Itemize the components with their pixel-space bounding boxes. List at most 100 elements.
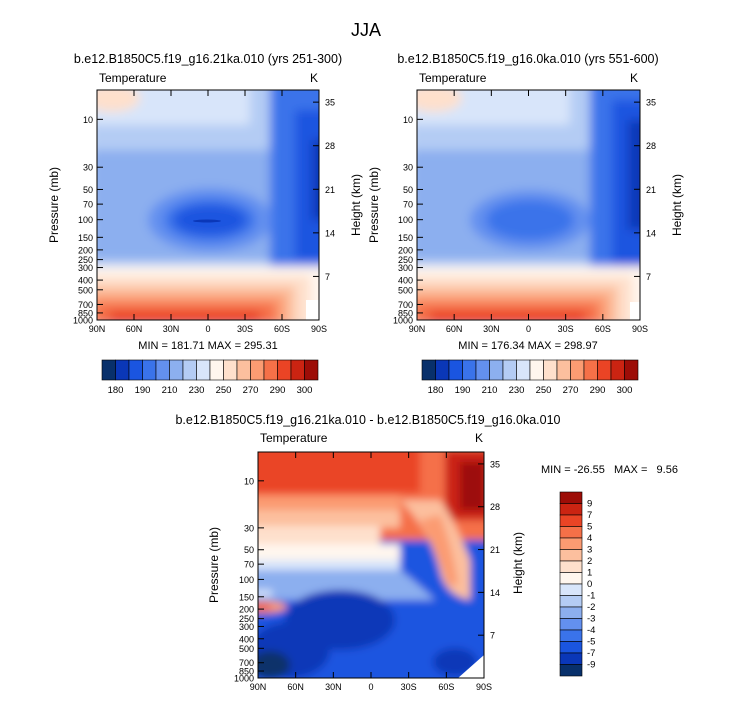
colorbar-swatch (196, 359, 211, 381)
panel-diff-title: b.e12.B1850C5.f19_g16.21ka.010 - b.e12.B… (175, 413, 560, 427)
colorbar-swatch (559, 629, 583, 642)
panel-0ka-colorbar: 180 190 210 230 250 270 290 300 (421, 359, 639, 396)
colorbar-swatch (559, 664, 583, 677)
x-tick-label: 30S (558, 324, 574, 334)
y-tick-label: 850 (239, 667, 254, 677)
y-tick-label: 700 (398, 300, 413, 310)
y-tick-label: 70 (244, 560, 254, 570)
colorbar-swatch (559, 537, 583, 550)
y-tick-label: 500 (239, 644, 254, 654)
y-tick-label: 50 (244, 545, 254, 555)
y-tick-label: 300 (398, 263, 413, 273)
panel-diff: b.e12.B1850C5.f19_g16.21ka.010 - b.e12.B… (175, 413, 677, 692)
y-tick-label: 1000 (73, 316, 93, 326)
x-tick-label: 60N (126, 324, 143, 334)
y-tick-label: 250 (398, 255, 413, 265)
colorbar-label: 190 (135, 385, 151, 396)
panel-21ka-field (97, 90, 319, 320)
y2-tick-label: 14 (646, 228, 656, 238)
y-tick-label: 200 (78, 245, 93, 255)
colorbar-swatch (101, 359, 116, 381)
colorbar-swatch (559, 583, 583, 596)
y2-tick-label: 7 (325, 272, 330, 282)
x-tick-label: 90N (250, 682, 267, 692)
y2-tick-label: 35 (325, 98, 335, 108)
panel-diff-y2label: Height (km) (511, 532, 525, 594)
y2-tick-label: 28 (490, 502, 500, 512)
colorbar-label: 210 (162, 385, 178, 396)
y2-tick-label: 28 (646, 141, 656, 151)
colorbar-swatch (624, 359, 639, 381)
colorbar-swatch (250, 359, 265, 381)
colorbar-label: 2 (587, 556, 592, 567)
colorbar-swatch (489, 359, 504, 381)
colorbar-swatch (263, 359, 278, 381)
colorbar-label: 290 (270, 385, 286, 396)
colorbar-swatch (209, 359, 224, 381)
y-tick-label: 400 (78, 276, 93, 286)
colorbar-swatch (475, 359, 490, 381)
panel-diff-field (258, 452, 484, 678)
colorbar-label: -9 (587, 660, 595, 671)
colorbar-label: -2 (587, 602, 595, 613)
colorbar-swatch (543, 359, 558, 381)
y-tick-label: 200 (239, 605, 254, 615)
colorbar-swatch (559, 572, 583, 585)
panel-21ka-units: K (310, 71, 318, 85)
y2-tick-label: 7 (646, 272, 651, 282)
colorbar-swatch (559, 618, 583, 631)
panel-21ka-variable: Temperature (99, 71, 167, 85)
y-tick-label: 850 (78, 308, 93, 318)
colorbar-swatch (277, 359, 292, 381)
colorbar-swatch (559, 491, 583, 504)
panel-0ka-stats: MIN = 176.34 MAX = 298.97 (458, 340, 597, 352)
colorbar-swatch (559, 514, 583, 527)
colorbar-swatch (223, 359, 238, 381)
panel-diff-ylabel: Pressure (mb) (207, 527, 221, 603)
colorbar-label: 9 (587, 499, 592, 510)
y-tick-label: 50 (403, 185, 413, 195)
x-tick-label: 30S (237, 324, 253, 334)
y-tick-label: 150 (239, 592, 254, 602)
x-tick-label: 30N (163, 324, 180, 334)
y-tick-label: 30 (403, 163, 413, 173)
panel-0ka-field (417, 90, 640, 320)
colorbar-label: 7 (587, 510, 592, 521)
y2-tick-label: 21 (325, 185, 335, 195)
colorbar-label: 210 (482, 385, 498, 396)
x-tick-label: 60S (595, 324, 611, 334)
y-tick-label: 30 (83, 163, 93, 173)
panel-0ka-ylabel: Pressure (mb) (367, 167, 381, 243)
colorbar-swatch (597, 359, 612, 381)
panel-0ka-axes: 90N 60N 30N 0 30S 60S 90S103050701001502002503… (393, 90, 656, 334)
x-tick-label: 60N (287, 682, 304, 692)
colorbar-label: 180 (428, 385, 444, 396)
colorbar-swatch (529, 359, 544, 381)
panel-21ka-colorbar: 180 190 210 230 250 270 290 300 (101, 359, 319, 396)
y-tick-label: 250 (239, 614, 254, 624)
colorbar-label: 250 (536, 385, 552, 396)
colorbar-label: 250 (216, 385, 232, 396)
y2-tick-label: 21 (646, 185, 656, 195)
panel-0ka-y2label: Height (km) (670, 174, 684, 236)
colorbar-swatch (570, 359, 585, 381)
panel-diff-variable: Temperature (260, 431, 328, 445)
y-tick-label: 200 (398, 245, 413, 255)
panel-21ka-ylabel: Pressure (mb) (47, 167, 61, 243)
x-tick-label: 90S (632, 324, 648, 334)
colorbar-label: -4 (587, 625, 595, 636)
panel-0ka-title: b.e12.B1850C5.f19_g16.0ka.010 (yrs 551-6… (397, 52, 658, 66)
colorbar-label: 190 (455, 385, 471, 396)
y-tick-label: 700 (239, 658, 254, 668)
x-tick-label: 60S (274, 324, 290, 334)
y-tick-label: 250 (78, 255, 93, 265)
x-tick-label: 60N (446, 324, 463, 334)
x-tick-label: 30N (483, 324, 500, 334)
panel-21ka-title: b.e12.B1850C5.f19_g16.21ka.010 (yrs 251-… (74, 52, 342, 66)
y-tick-label: 10 (83, 115, 93, 125)
x-tick-label: 90N (409, 324, 426, 334)
colorbar-swatch (559, 652, 583, 665)
colorbar-swatch (559, 560, 583, 573)
panel-diff-units: K (475, 431, 483, 445)
